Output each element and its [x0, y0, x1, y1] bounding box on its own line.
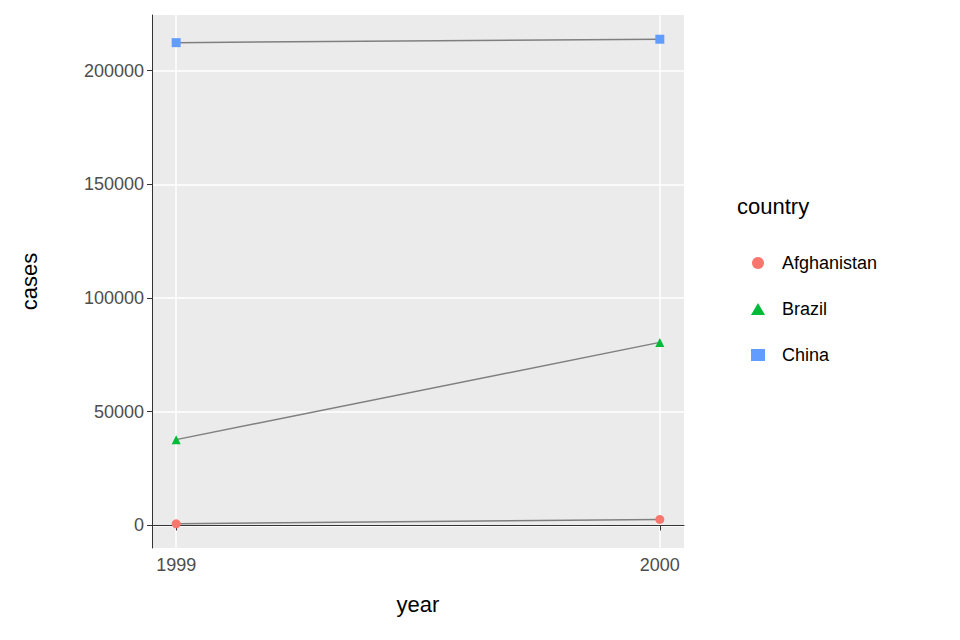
svg-text:150000: 150000 [84, 174, 144, 194]
svg-text:country: country [737, 194, 809, 219]
svg-text:Brazil: Brazil [782, 299, 827, 319]
svg-text:cases: cases [17, 253, 42, 310]
svg-text:China: China [782, 345, 830, 365]
svg-text:50000: 50000 [94, 402, 144, 422]
svg-text:100000: 100000 [84, 288, 144, 308]
svg-text:year: year [397, 592, 440, 617]
svg-text:1999: 1999 [156, 555, 196, 575]
svg-text:2000: 2000 [640, 555, 680, 575]
svg-text:200000: 200000 [84, 61, 144, 81]
svg-text:0: 0 [134, 515, 144, 535]
svg-text:Afghanistan: Afghanistan [782, 253, 877, 273]
